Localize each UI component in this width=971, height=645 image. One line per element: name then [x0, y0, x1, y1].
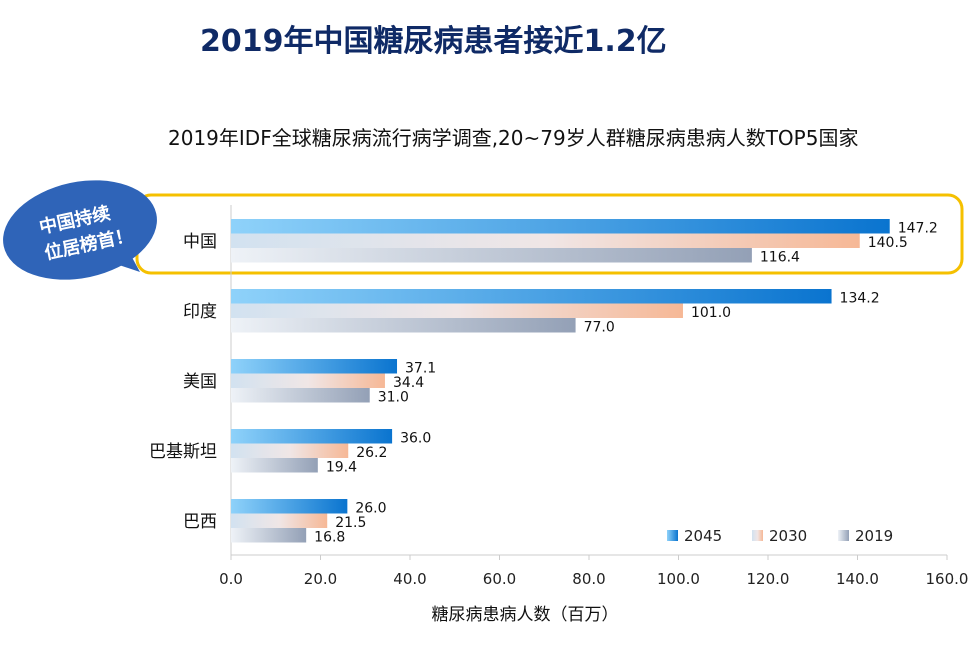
- bar-2030: [231, 373, 385, 388]
- bar-2030: [231, 303, 683, 318]
- data-label: 116.4: [760, 250, 800, 266]
- data-label: 134.2: [840, 291, 880, 307]
- x-tick-label: 120.0: [747, 570, 790, 588]
- category-label: 巴基斯坦: [149, 442, 217, 462]
- category-label: 中国: [183, 232, 217, 252]
- data-label: 36.0: [400, 431, 431, 447]
- bar-2030: [231, 443, 349, 458]
- data-label: 34.4: [393, 375, 424, 391]
- category-label: 印度: [183, 302, 217, 322]
- bar-2045: [231, 359, 398, 374]
- bar-2019: [231, 248, 752, 263]
- data-label: 26.2: [356, 445, 387, 461]
- x-tick-label: 60.0: [483, 570, 516, 588]
- x-tick-label: 100.0: [657, 570, 700, 588]
- chart-title: 2019年IDF全球糖尿病流行病学调查,20~79岁人群糖尿病患病人数TOP5国…: [168, 126, 859, 150]
- bar-2019: [231, 528, 307, 543]
- category-label: 美国: [183, 372, 217, 392]
- data-label: 101.0: [691, 305, 731, 321]
- page-title: 2019年中国糖尿病患者接近1.2亿: [200, 24, 667, 59]
- data-label: 16.8: [314, 530, 345, 546]
- bar-2030: [231, 513, 328, 528]
- legend-swatch-2019: [838, 530, 849, 541]
- category-label: 巴西: [183, 512, 217, 532]
- legend-swatch-2030: [752, 530, 763, 541]
- legend-swatch-2045: [667, 530, 678, 541]
- data-label: 37.1: [405, 361, 436, 377]
- data-label: 31.0: [378, 390, 409, 406]
- bar-2019: [231, 388, 370, 403]
- x-tick-label: 140.0: [836, 570, 879, 588]
- callout-bubble: 中国持续 位居榜首！: [3, 180, 157, 280]
- bar-2019: [231, 318, 576, 333]
- bar-2019: [231, 458, 318, 473]
- x-tick-label: 80.0: [572, 570, 605, 588]
- legend-label: 2045: [684, 527, 722, 545]
- data-label: 19.4: [326, 460, 357, 476]
- data-label: 26.0: [355, 501, 386, 517]
- data-label: 140.5: [868, 235, 908, 251]
- data-label: 77.0: [584, 320, 615, 336]
- bar-2045: [231, 219, 890, 234]
- x-tick-label: 0.0: [219, 570, 243, 588]
- legend-label: 2019: [855, 527, 893, 545]
- x-axis-label: 糖尿病患病人数（百万）: [432, 605, 619, 625]
- x-tick-label: 20.0: [304, 570, 337, 588]
- bar-2045: [231, 289, 832, 304]
- bar-2045: [231, 429, 393, 444]
- legend-label: 2030: [769, 527, 807, 545]
- x-tick-label: 160.0: [926, 570, 969, 588]
- bar-2030: [231, 233, 860, 248]
- bar-2045: [231, 499, 348, 514]
- data-label: 147.2: [898, 221, 938, 237]
- data-label: 21.5: [335, 515, 366, 531]
- x-tick-label: 40.0: [393, 570, 426, 588]
